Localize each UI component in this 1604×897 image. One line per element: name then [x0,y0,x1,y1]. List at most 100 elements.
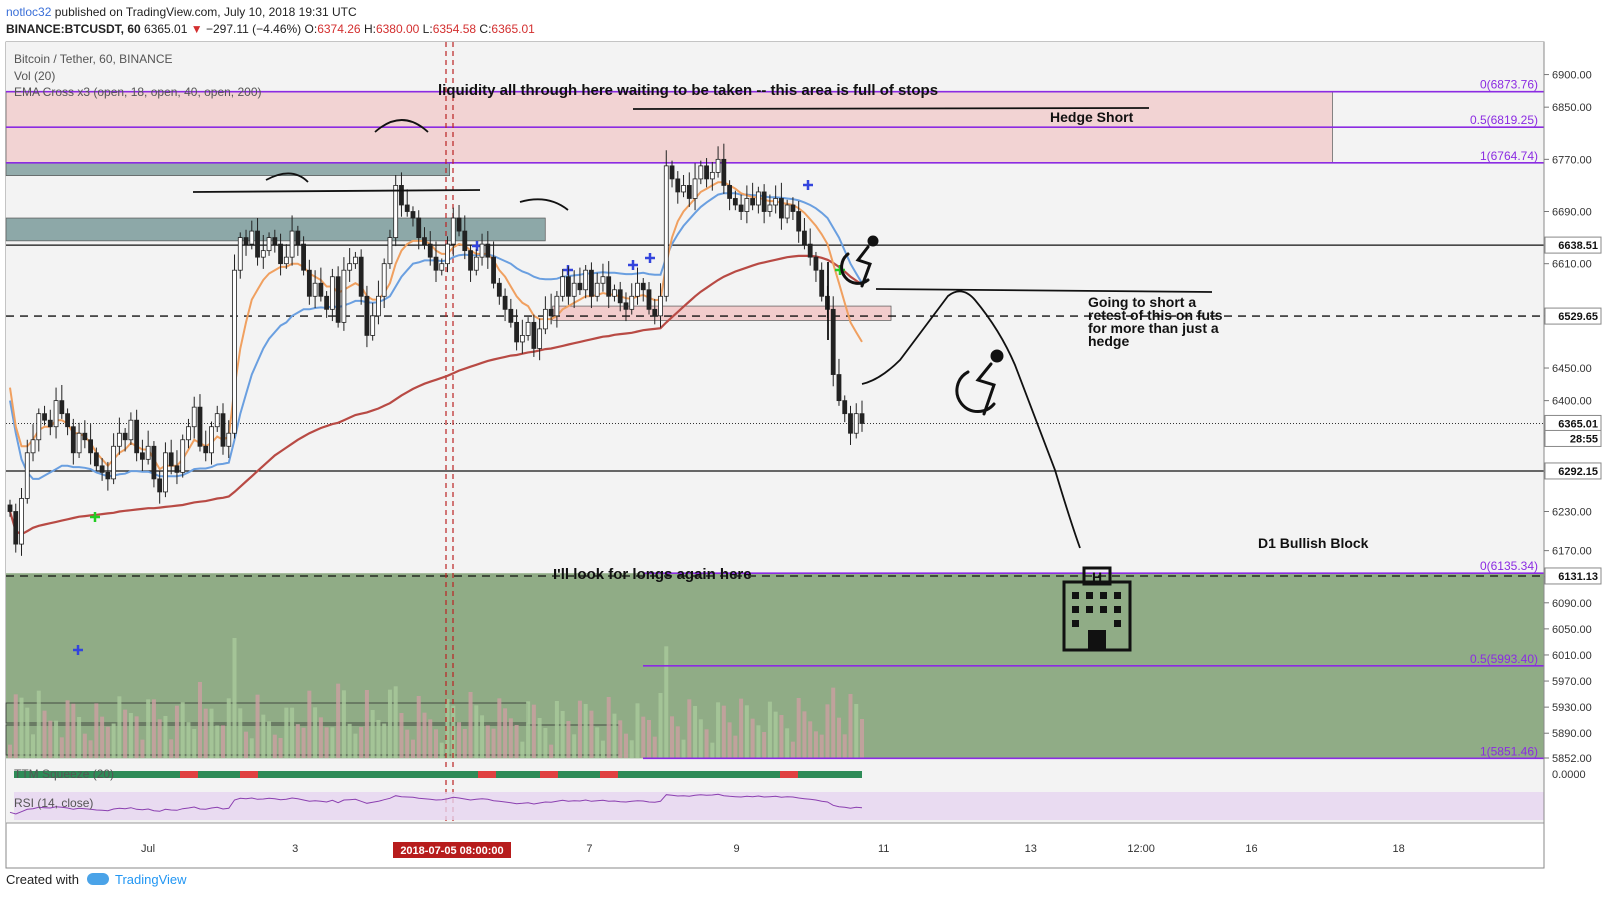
volume-bar [301,727,306,758]
volume-bar [520,741,525,758]
candle-body [157,478,163,493]
tradingview-logo-icon [86,873,109,885]
y-tick-label: 6610.00 [1552,259,1592,271]
candle-body [732,198,738,206]
author-link[interactable]: notloc32 [6,5,52,19]
y-tick-label: 6090.00 [1552,598,1592,610]
candle-body [496,282,502,297]
candle-body [623,302,629,310]
high-label: H: [363,22,376,36]
tradingview-link[interactable]: TradingView [114,872,187,887]
close-label: C: [479,22,492,36]
candle-body [583,269,589,291]
volume-bar [756,725,761,758]
publish-line: notloc32 published on TradingView.com, J… [6,5,357,19]
candle-body [180,439,186,473]
down-arrow-icon: ▼ [190,22,203,36]
candle-body [485,243,491,258]
cursor-date-box [393,842,511,858]
ema-cross-marker [90,512,100,522]
ttm-squeeze-dot [180,771,198,778]
volume-bar [249,738,254,758]
price-tag-box [1544,236,1602,254]
candle-body [151,445,157,480]
y-tick-label: 6850.00 [1552,102,1592,114]
candle-body [93,452,99,467]
volume-bar [221,725,225,758]
hand-drawn-stroke [519,198,569,211]
candle-body [65,413,70,428]
price-tag-box [1544,462,1602,480]
candle-body [519,335,525,343]
volume-bar [762,732,767,758]
fib-bottom-label: 0.5(5993.40) [1470,652,1538,666]
volume-bar [652,736,657,758]
candle-body [174,465,180,473]
y-tick-label: 6170.00 [1552,546,1592,558]
candle-body [600,276,606,284]
volume-bar [272,734,277,758]
volume-bar [203,708,208,758]
legend-ema: EMA Cross x3 (open, 18, open, 40, open, … [14,85,262,99]
volume-bar [831,687,836,758]
volume-bar [572,734,577,758]
candle-body [13,511,19,545]
volume-bar [491,728,496,758]
candle-body [807,243,813,258]
candle-body [802,230,807,245]
volume-bar [244,731,249,758]
hand-drawn-stroke [875,288,1213,293]
candle-body [456,217,462,232]
candle-body [186,426,191,441]
volume-bar [88,740,93,758]
open-label: O: [304,22,318,36]
price-tag-label: 6529.65 [1558,311,1598,323]
candle-body [606,276,612,297]
candle-body [335,276,341,323]
time-axis: Jul 3 7 9 11 13 12:00 16 18 2018-07-05 08:00:00 [141,842,1405,858]
volume-bar [623,733,628,758]
volume-bar [416,696,421,758]
candle-body [612,289,617,297]
volume-bar [468,692,473,758]
candle-body [542,308,548,330]
volume-bar [537,718,542,758]
volume-bar [71,703,76,758]
hospital-icon: H [1062,566,1132,652]
volume-bar [635,703,640,758]
svg-text:H: H [1092,569,1102,585]
candle-body [289,230,295,258]
volume-bar [600,740,605,758]
candle-body [537,328,543,349]
candle-body [738,204,744,212]
x-tick-label: 3 [292,843,298,855]
volume-bar [508,718,513,758]
price-change: −297.11 (−4.46%) [206,22,302,36]
volume-bar [232,638,237,758]
candle-body [640,282,646,291]
candle-body [779,198,784,219]
candle-body [686,185,692,199]
volume-bar [163,716,168,758]
price-chart[interactable]: 0(6873.76) 0.5(6819.25) 1(6764.74) 0(6135.3… [0,40,1604,872]
candle-body [416,217,422,238]
volume-bar [675,726,680,758]
candle-body [508,308,514,323]
candle-body [116,432,122,447]
volume-bar [739,698,744,758]
ttm-axis-label: 0.0000 [1552,769,1586,781]
ema-cross-marker [73,645,83,655]
candle-body [393,185,399,238]
wheelchair-icon-upper [840,235,879,288]
volume-bar [583,704,588,758]
level-lines-layer: 0(6873.76) 0.5(6819.25) 1(6764.74) 0(6135.3… [6,42,1544,823]
candle-body [410,211,416,219]
low-label: L: [422,22,433,36]
fib-top-label: 0.5(6819.25) [1470,113,1538,127]
candle-body [681,185,686,193]
candle-body [796,211,802,232]
candle-body [30,439,36,454]
candle-body [853,413,859,434]
candle-body [260,250,266,258]
volume-bar [387,689,392,758]
